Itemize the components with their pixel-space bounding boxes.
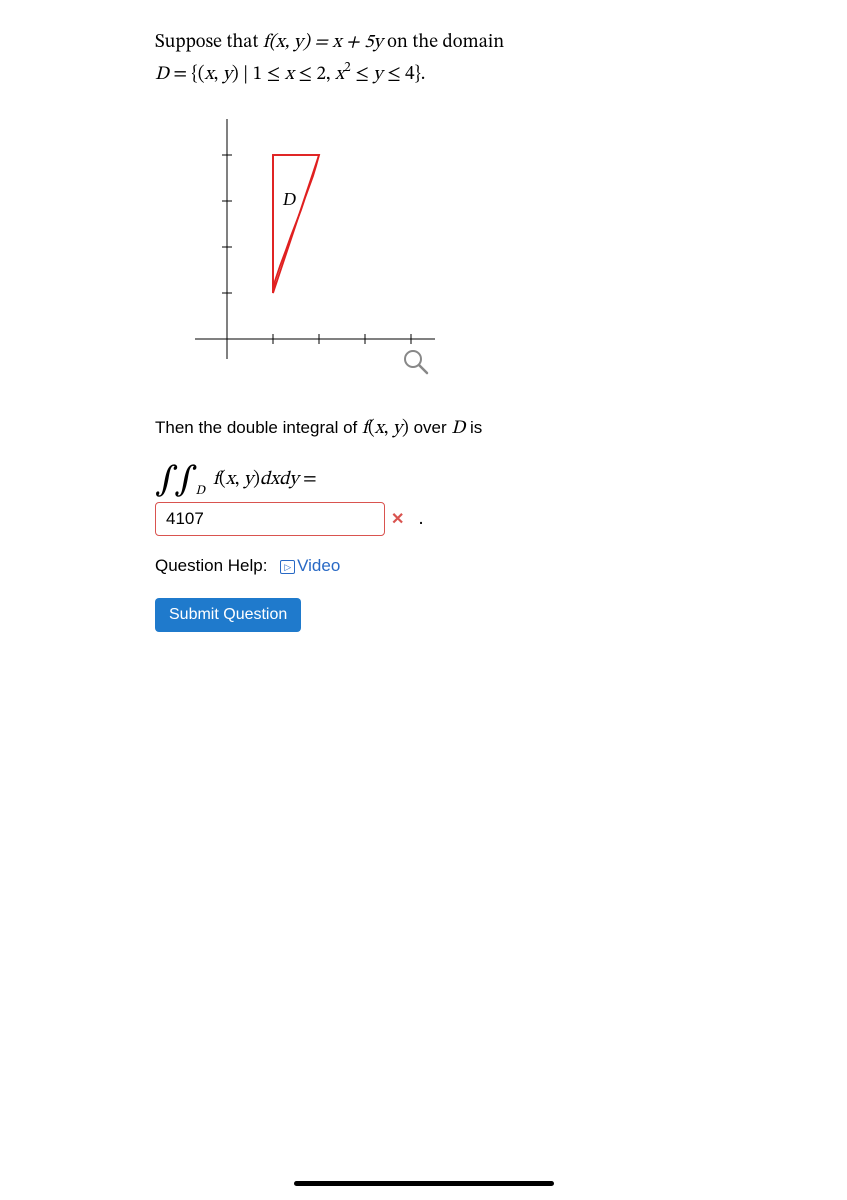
region-label: D [282,189,296,209]
answer-input[interactable] [155,502,385,536]
video-icon: ▷ [280,560,295,574]
magnifier-icon[interactable] [405,351,427,373]
problem-statement: Suppose that f(x, y) = x + 5y on the dom… [155,28,560,91]
then-prompt: Then the double integral of f(x, y) over… [155,414,560,444]
domain-definition: D = {(x, y) | 1 ≤ x ≤ 2, x2 ≤ y ≤ 4}. [155,65,425,84]
domain-graph: D [175,109,560,404]
text-suppose: Suppose that [155,33,263,52]
integral-expression: ∫∫D f(x, y)dxdy = [155,458,560,492]
question-help-row: Question Help: ▷Video [155,556,560,576]
trailing-period: . [418,508,423,530]
submit-button[interactable]: Submit Question [155,598,301,632]
graph-svg: D [175,109,475,399]
incorrect-icon: ✕ [391,509,404,529]
home-indicator [294,1181,554,1186]
video-link[interactable]: ▷Video [280,556,340,575]
text-on-domain: on the domain [383,33,505,52]
question-help-label: Question Help: [155,556,267,575]
video-label: Video [297,556,340,575]
math-fxy: f(x, y) = x + 5y [263,33,383,52]
